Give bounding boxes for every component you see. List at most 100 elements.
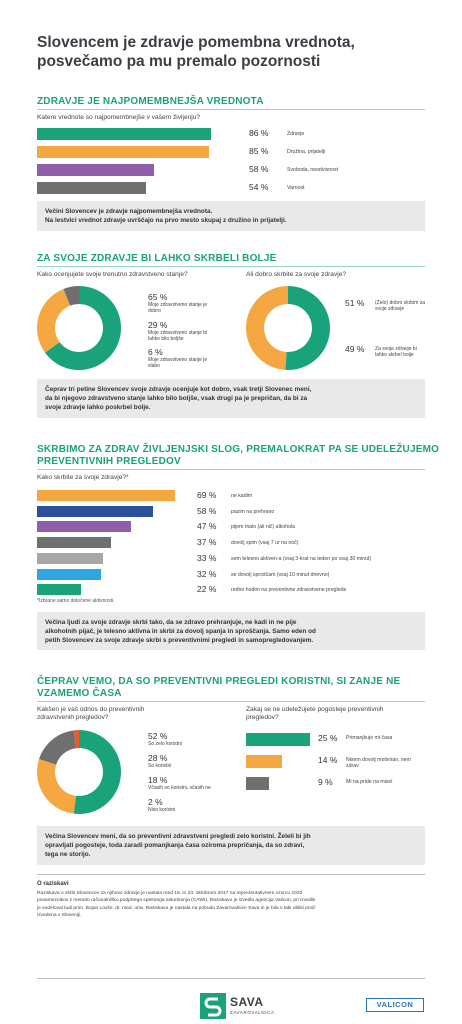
health-state-donut <box>37 286 121 370</box>
summary-line: Na lestvici vrednot zdravje uvrščajo na … <box>45 217 287 224</box>
bar <box>37 521 131 533</box>
bar-row: 58 % pazim na prehrano <box>37 505 425 519</box>
slice-category-label: So zelo koristni <box>148 741 182 747</box>
slice-category-label: Za svoje zdravje bi lahko skrbel bolje <box>375 346 417 358</box>
bar-category-label: Varnost <box>287 185 305 191</box>
bar <box>37 182 147 194</box>
divider <box>37 874 425 875</box>
bar-row: 9 % Mi na pride na misel <box>246 776 426 790</box>
divider <box>37 469 425 470</box>
slice-category-label: Niso koristni <box>148 807 176 813</box>
bar <box>37 537 111 549</box>
title-line: ČEPRAV VEMO, DA SO PREVENTIVNI PREGLEDI … <box>37 676 401 687</box>
slice-category-label: Moje zdravstveno stanje je slabo <box>148 357 208 369</box>
question-line: Kakšen je vaš odnos do preventivnih <box>37 706 145 713</box>
slice-category-label: Moje zdravstveno stanje je dobro <box>148 302 208 314</box>
summary-line: Čeprav tri petine Slovencev svoje zdravj… <box>45 386 312 393</box>
question-line: pregledov? <box>246 714 279 721</box>
section3-title: SKRBIMO ZA ZDRAV ŽIVLJENJSKI SLOG, PREMA… <box>37 444 439 468</box>
summary-line: da bi njegovo zdravstveno stanje lahko b… <box>45 395 308 402</box>
bar-category-label: Nisem dovolj motiviran, sem zdrav <box>346 757 411 769</box>
bar <box>37 568 101 580</box>
slice-value-label: 51 % <box>345 298 365 308</box>
slice-category-label: (Zelo) dobro skrbim za svoje zdravje <box>375 300 426 312</box>
summary-line: opravljati pogosteje, toda zaradi pomanj… <box>45 842 305 849</box>
donut-slice <box>73 730 79 749</box>
section4-title: ČEPRAV VEMO, DA SO PREVENTIVNI PREGLEDI … <box>37 676 400 700</box>
about-title: O raziskavi <box>37 881 69 887</box>
bar-value-label: 58 % <box>249 164 269 174</box>
slice-category-label: So koristni <box>148 763 172 769</box>
about-text: Raziskava o skrbi Slovencev za njihovo z… <box>37 890 417 919</box>
summary-line: petih Slovencev za svoje zdravje skrbi s… <box>45 637 314 644</box>
bar-row: 33 % sem telesno aktiven-a (vsaj 3-krat n… <box>37 552 425 566</box>
bar-category-label: Svoboda, neodvisnost <box>287 167 339 173</box>
title-line: VZAMEMO ČASA <box>37 688 122 699</box>
about-line: je sodeloval tudi prim. Bojan Lovše, dr.… <box>37 905 316 911</box>
bar-category-label: Zdravje <box>287 131 305 137</box>
donut-slice <box>285 286 330 370</box>
slice-category-label: Moje zdravstveno stanje bi lahko bilo bo… <box>148 330 208 342</box>
about-line: izvedena v Sloveniji. <box>37 912 82 918</box>
slice-value-label: 18 % <box>148 775 168 785</box>
bar-value-label: 37 % <box>197 537 217 548</box>
section3-summary: Večina ljudi za svoje zdravje skrbi tako… <box>37 612 425 650</box>
summary-line: tega ne storijo. <box>45 851 91 858</box>
question-line: zdravstvenih pregledov? <box>37 714 109 721</box>
donut-slice <box>37 288 71 353</box>
divider <box>37 266 425 267</box>
donut-slice <box>39 730 76 765</box>
bar-value-label: 22 % <box>197 584 217 595</box>
bar <box>37 128 211 140</box>
slice-value-label: 2 % <box>148 797 163 807</box>
divider <box>37 978 425 979</box>
bar-category-label: pazim na prehrano <box>231 508 275 515</box>
section2-question-left: Kako ocenjujete svoje trenutno zdravstve… <box>37 271 188 278</box>
bar <box>37 490 175 501</box>
bar-value-label: 86 % <box>249 128 269 138</box>
section4-summary: Večina Slovencev meni, da so preventivni… <box>37 826 425 865</box>
section1-question: Katere vrednote so najpomembnejše v vaše… <box>37 114 201 121</box>
bar-row: 54 % Varnost <box>37 181 425 195</box>
donut-slice <box>45 286 121 370</box>
bar-category-label: dovolj spim (vsaj 7 ur na noč) <box>231 540 299 547</box>
bar-value-label: 9 % <box>318 777 333 787</box>
bar <box>246 777 270 790</box>
bar <box>37 146 209 158</box>
bar-category-label: Primanjkuje mi časa <box>346 735 393 741</box>
about-line: posameznikov z metodo računalniško podpr… <box>37 898 316 904</box>
title-line-2: posvečamo pa mu premalo pozornosti <box>37 53 321 70</box>
section3-question: Kako skrbite za svoje zdravje?* <box>37 474 129 481</box>
bar-row: 47 % pijem malo (ali nič) alkohola <box>37 520 425 534</box>
divider <box>37 701 425 702</box>
question-line: Zakaj se ne udeležujete pogosteje preven… <box>246 706 384 713</box>
bar-row: 69 % ne kadim <box>37 489 425 503</box>
bar-row: 25 % Primanjkuje mi časa <box>246 732 426 746</box>
donut-slice <box>73 730 121 814</box>
bar-category-label: Družina, prijatelji <box>287 149 326 155</box>
section1-title: ZDRAVJE JE NAJPOMEMBNEJŠA VREDNOTA <box>37 96 264 107</box>
slice-value-label: 52 % <box>148 731 168 741</box>
bar-category-label: Mi na pride na misel <box>346 779 393 785</box>
health-care-donut <box>246 286 330 370</box>
footnote: *Izbrane samo določene aktivnosti. <box>37 598 115 604</box>
bar-value-label: 33 % <box>197 552 217 563</box>
summary-line: Večina ljudi za svoje zdravje skrbi tako… <box>45 619 297 626</box>
slice-value-label: 29 % <box>148 320 168 330</box>
bar-value-label: 32 % <box>197 568 217 579</box>
bar-category-label: pijem malo (ali nič) alkohola <box>231 524 296 531</box>
bar-row: 37 % dovolj spim (vsaj 7 ur na noč) <box>37 536 425 550</box>
bar <box>246 733 310 746</box>
slice-value-label: 49 % <box>345 344 365 354</box>
sava-logo-icon <box>200 993 226 1019</box>
bar <box>246 755 282 768</box>
summary-line: svoje zdravje lahko poskrbel bolje. <box>45 404 151 411</box>
bar-row: 14 % Nisem dovolj motiviran, sem zdrav <box>246 754 426 769</box>
divider <box>37 109 425 110</box>
bar-category-label: sem telesno aktiven-a (vsaj 3-krat na te… <box>231 555 372 562</box>
slice-value-label: 28 % <box>148 753 168 763</box>
section1-summary: Večini Slovencev je zdravje najpomembnej… <box>37 201 425 231</box>
valicon-logo: VALICON <box>366 998 424 1012</box>
donut-slice <box>63 286 79 306</box>
